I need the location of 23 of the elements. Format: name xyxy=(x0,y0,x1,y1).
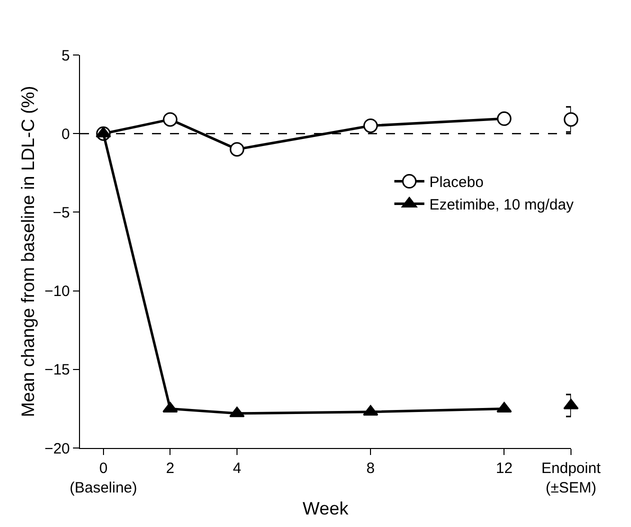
point xyxy=(564,112,578,127)
point xyxy=(496,402,512,412)
x-tick-label: Endpoint (±SEM) xyxy=(541,460,602,497)
x-tick-label: 2 xyxy=(166,460,174,478)
legend-label: Ezetimibe, 10 mg/day xyxy=(429,196,574,214)
point xyxy=(230,142,244,157)
point xyxy=(363,118,378,133)
y-axis-title: Mean change from baseline in LDL-C (%) xyxy=(18,86,38,418)
x-tick-label: 0 (Baseline) xyxy=(70,460,138,497)
y-tick-label: −5 xyxy=(52,204,70,222)
legend-label: Placebo xyxy=(429,174,484,192)
y-tick-label: −10 xyxy=(44,283,70,300)
x-tick-label: 12 xyxy=(496,460,513,478)
x-tick-label: 4 xyxy=(232,460,242,478)
y-tick-label: −15 xyxy=(44,362,70,379)
x-tick-label: 8 xyxy=(366,460,375,478)
x-axis-title: Week xyxy=(302,498,350,519)
y-tick-label: 0 xyxy=(62,126,70,143)
point xyxy=(162,402,178,412)
point xyxy=(162,112,178,127)
y-tick-label: −20 xyxy=(44,440,70,458)
y-tick-label: 5 xyxy=(62,47,70,64)
point xyxy=(496,111,512,126)
